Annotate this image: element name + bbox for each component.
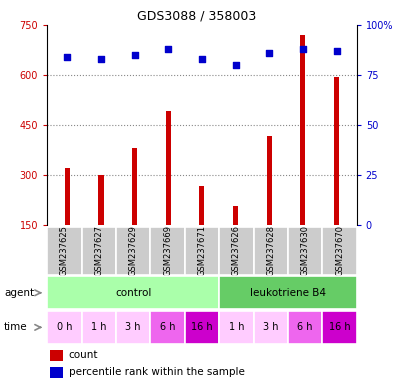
Bar (65, 168, 70, 225)
Text: percentile rank within the sample: percentile rank within the sample (69, 367, 244, 377)
Bar (81, 227, 116, 275)
Point (164, 46, 171, 52)
Text: GSM237629: GSM237629 (128, 225, 137, 276)
Bar (232, 206, 238, 225)
Point (333, 48, 339, 54)
Bar (116, 227, 150, 275)
Bar (321, 227, 356, 275)
Bar (300, 35, 305, 225)
Bar (165, 111, 171, 225)
Bar (47, 227, 81, 275)
Bar (199, 186, 204, 225)
Point (299, 46, 306, 52)
Text: 1 h: 1 h (91, 322, 106, 333)
Point (265, 50, 272, 56)
Text: 1 h: 1 h (228, 322, 243, 333)
Text: leukotriene B4: leukotriene B4 (249, 288, 325, 298)
Text: 3 h: 3 h (262, 322, 278, 333)
Text: GDS3088 / 358003: GDS3088 / 358003 (137, 10, 256, 23)
Bar (218, 227, 253, 275)
Bar (218, 276, 356, 309)
Point (198, 56, 205, 62)
Point (97, 56, 104, 62)
Bar (50, 367, 63, 378)
Bar (253, 311, 287, 344)
Text: 16 h: 16 h (328, 322, 349, 333)
Text: 6 h: 6 h (297, 322, 312, 333)
Text: GSM237627: GSM237627 (94, 225, 103, 276)
Bar (81, 311, 116, 344)
Text: agent: agent (4, 288, 34, 298)
Text: 6 h: 6 h (160, 322, 175, 333)
Bar (132, 148, 137, 225)
Text: control: control (115, 288, 151, 298)
Point (64, 54, 70, 60)
Point (232, 62, 238, 68)
Text: GSM237671: GSM237671 (197, 225, 206, 276)
Bar (98, 175, 103, 225)
Bar (47, 276, 218, 309)
Bar (50, 350, 63, 361)
Text: GSM237628: GSM237628 (265, 225, 274, 276)
Text: GSM237670: GSM237670 (334, 225, 343, 276)
Point (131, 52, 137, 58)
Bar (287, 311, 321, 344)
Text: 0 h: 0 h (56, 322, 72, 333)
Bar (150, 227, 184, 275)
Bar (287, 227, 321, 275)
Text: GSM237626: GSM237626 (231, 225, 240, 276)
Text: 16 h: 16 h (191, 322, 212, 333)
Bar (184, 227, 218, 275)
Bar (150, 311, 184, 344)
Text: 3 h: 3 h (125, 322, 141, 333)
Text: GSM237630: GSM237630 (300, 225, 309, 276)
Bar (266, 136, 271, 225)
Bar (47, 311, 81, 344)
Bar (218, 311, 253, 344)
Text: time: time (4, 322, 28, 333)
Text: GSM237625: GSM237625 (60, 225, 69, 276)
Bar (116, 311, 150, 344)
Bar (333, 76, 338, 225)
Bar (253, 227, 287, 275)
Bar (184, 311, 218, 344)
Text: GSM237669: GSM237669 (163, 225, 172, 276)
Text: count: count (69, 351, 98, 361)
Bar (321, 311, 356, 344)
